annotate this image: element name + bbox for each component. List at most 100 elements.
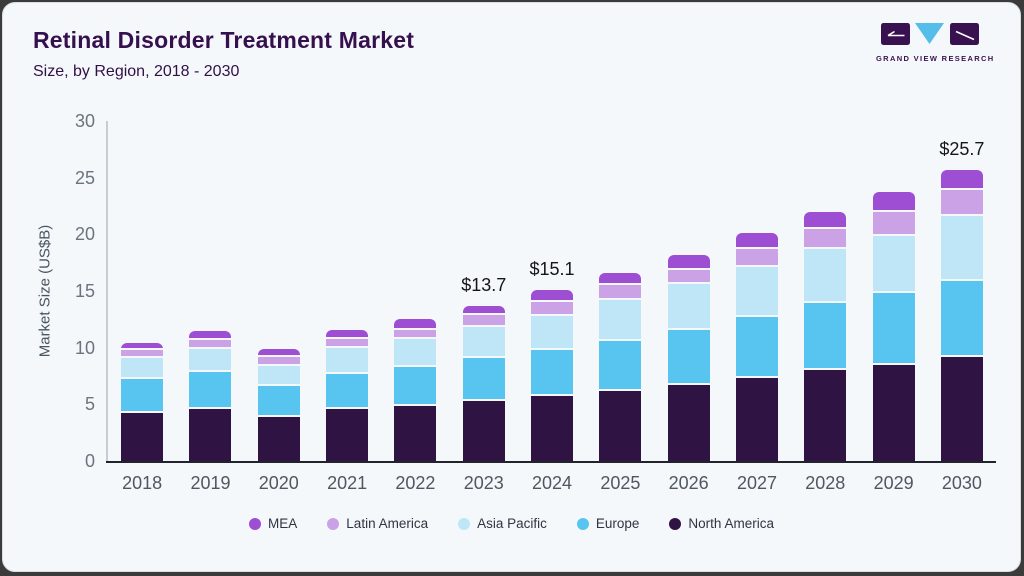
bar-segment-mea bbox=[121, 343, 164, 351]
x-tick-label: 2019 bbox=[190, 473, 231, 493]
bar-segment-europe bbox=[804, 303, 847, 371]
bar-segment-asia-pacific bbox=[735, 267, 778, 318]
bar-group-2021: 2021 bbox=[313, 121, 381, 493]
bar-segment-mea bbox=[189, 330, 232, 340]
bar-segment-asia-pacific bbox=[121, 357, 164, 380]
x-tick-label: 2025 bbox=[600, 473, 641, 493]
bar-2030 bbox=[940, 169, 983, 461]
bar-segment-europe bbox=[462, 357, 505, 401]
bar-segment-latin-america bbox=[872, 211, 915, 236]
legend-label: North America bbox=[688, 516, 774, 531]
bar-segment-latin-america bbox=[121, 350, 164, 358]
bar-segment-north-america bbox=[189, 408, 232, 461]
legend-label: Europe bbox=[595, 516, 640, 531]
bar-segment-asia-pacific bbox=[667, 284, 710, 330]
bar-segment-asia-pacific bbox=[872, 235, 915, 294]
bar-segment-asia-pacific bbox=[257, 365, 300, 387]
bar-group-2020: 2020 bbox=[245, 121, 313, 493]
bar-segment-asia-pacific bbox=[326, 347, 369, 374]
bar-2028 bbox=[804, 211, 847, 461]
bar-segment-mea bbox=[257, 348, 300, 357]
bar-segment-latin-america bbox=[531, 302, 574, 316]
bar-segment-north-america bbox=[394, 405, 437, 461]
bar-group-2026: 2026 bbox=[655, 121, 723, 493]
bar-segment-north-america bbox=[462, 400, 505, 461]
legend-label: Latin America bbox=[346, 516, 429, 531]
legend-dot-icon bbox=[327, 517, 340, 530]
y-tick-label: 15 bbox=[74, 281, 95, 301]
legend-label: Asia Pacific bbox=[477, 516, 547, 531]
bar-segment-north-america bbox=[599, 390, 642, 461]
y-tick-label: 10 bbox=[74, 337, 95, 358]
y-tick-label: 0 bbox=[84, 451, 95, 471]
bar-group-2024: $15.1 2024 bbox=[518, 121, 586, 493]
bar-2020 bbox=[257, 348, 300, 461]
bar-group-2029: 2029 bbox=[859, 121, 927, 493]
bar-value-label: $25.7 bbox=[939, 138, 985, 159]
bar-segment-europe bbox=[121, 379, 164, 414]
bar-segment-mea bbox=[804, 211, 847, 229]
bar-segment-north-america bbox=[121, 413, 164, 461]
bar-2018 bbox=[121, 343, 164, 461]
bar-2027 bbox=[735, 233, 778, 461]
x-tick-label: 2029 bbox=[873, 473, 914, 493]
bar-segment-mea bbox=[872, 192, 915, 212]
legend-item-asia-pacific: Asia Pacific bbox=[458, 516, 547, 531]
plot-area: 2018 2019 2020 2021 2022 $13.7 2023 $15.1 2024 20… bbox=[108, 121, 996, 493]
x-tick-label: 2022 bbox=[395, 473, 436, 493]
legend-dot-icon bbox=[576, 517, 589, 530]
x-tick-label: 2020 bbox=[258, 473, 299, 493]
x-tick-label: 2027 bbox=[736, 473, 777, 493]
bar-2022 bbox=[394, 319, 437, 461]
bar-segment-north-america bbox=[735, 378, 778, 461]
bar-segment-latin-america bbox=[735, 249, 778, 268]
legend-dot-icon bbox=[458, 517, 471, 530]
y-tick-label: 30 bbox=[74, 111, 95, 131]
bar-segment-north-america bbox=[326, 408, 369, 461]
bar-2025 bbox=[599, 272, 642, 461]
bar-segment-asia-pacific bbox=[531, 315, 574, 350]
bar-group-2019: 2019 bbox=[176, 121, 244, 493]
y-tick-label: 25 bbox=[74, 167, 95, 188]
bar-segment-asia-pacific bbox=[804, 249, 847, 304]
gvr-logo-icon bbox=[881, 23, 979, 45]
bar-segment-asia-pacific bbox=[940, 216, 983, 281]
bar-value-label: $13.7 bbox=[461, 274, 507, 295]
bar-segment-mea bbox=[394, 319, 437, 330]
bar-segment-mea bbox=[326, 329, 369, 339]
legend-item-mea: MEA bbox=[249, 516, 297, 531]
bar-group-2023: $13.7 2023 bbox=[450, 121, 518, 493]
bar-segment-europe bbox=[326, 373, 369, 409]
x-tick-label: 2018 bbox=[122, 473, 163, 493]
bar-2026 bbox=[667, 254, 710, 461]
bar-segment-mea bbox=[599, 272, 642, 286]
bar-segment-europe bbox=[531, 349, 574, 397]
gvr-logo: GRAND VIEW RESEARCH bbox=[876, 23, 995, 63]
bar-segment-latin-america bbox=[599, 285, 642, 301]
bar-segment-north-america bbox=[257, 416, 300, 461]
bar-group-2028: 2028 bbox=[791, 121, 859, 493]
bar-segment-north-america bbox=[531, 396, 574, 461]
bar-group-2025: 2025 bbox=[586, 121, 654, 493]
bar-segment-mea bbox=[735, 233, 778, 250]
legend-dot-icon bbox=[249, 517, 262, 530]
bar-segment-mea bbox=[940, 169, 983, 191]
x-axis-line bbox=[106, 461, 996, 463]
bar-segment-europe bbox=[667, 329, 710, 386]
x-tick-label: 2026 bbox=[668, 473, 709, 493]
bar-segment-mea bbox=[531, 289, 574, 303]
y-tick-label: 20 bbox=[74, 224, 95, 245]
gvr-logo-caption: GRAND VIEW RESEARCH bbox=[876, 54, 995, 63]
x-tick-label: 2028 bbox=[805, 473, 846, 493]
bar-segment-latin-america bbox=[189, 339, 232, 349]
bar-segment-latin-america bbox=[804, 228, 847, 250]
bar-2021 bbox=[326, 329, 369, 461]
x-tick-label: 2021 bbox=[327, 473, 368, 493]
y-axis-line bbox=[106, 121, 108, 461]
bar-segment-latin-america bbox=[940, 190, 983, 217]
bar-segment-europe bbox=[599, 340, 642, 391]
legend: MEA Latin America Asia Pacific Europe North … bbox=[3, 516, 1020, 531]
bar-value-label: $15.1 bbox=[529, 258, 575, 279]
bar-segment-north-america bbox=[667, 385, 710, 461]
bar-group-2018: 2018 bbox=[108, 121, 176, 493]
